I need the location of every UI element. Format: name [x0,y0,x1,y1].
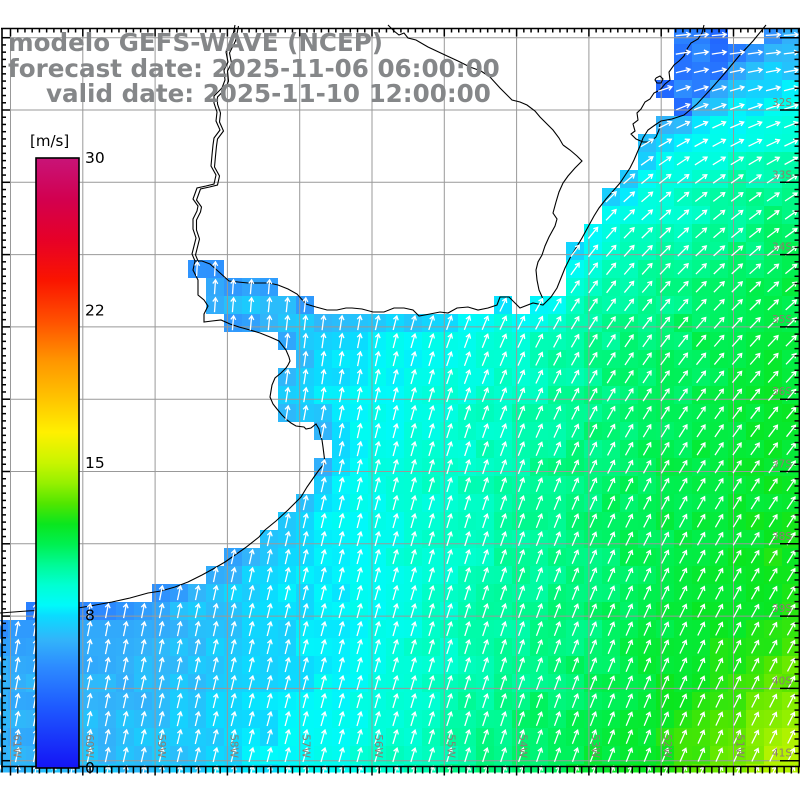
lon-label: 56W [372,734,384,758]
colorbar-unit: [m/s] [30,132,69,150]
colorbar-tick-label: 30 [85,149,105,167]
coastline-layer [0,24,767,614]
uruguay-river-west-bank [191,24,236,262]
graticule-grid [2,28,799,767]
lat-label: 41S [772,748,792,760]
lon-label: 54W [517,734,529,758]
colorbar-tick-label: 15 [85,454,105,472]
lon-label: 57W [300,734,312,758]
lat-label: 38S [772,531,792,543]
lon-label: 53W [589,734,601,758]
lon-label: 55W [444,734,456,758]
lon-label: 61W [11,734,23,758]
colorbar: 30 22 15 8 0 [m/s] [30,132,105,777]
country-border [387,24,564,146]
axis-ticks [2,28,800,776]
small-island [654,75,664,84]
colorbar-tick-label: 0 [85,759,95,777]
coastline [0,24,767,614]
lat-label: 32S [772,97,792,109]
lat-label: 33S [772,169,792,181]
lon-label: 51W [734,734,746,758]
lat-label: 34S [772,242,792,254]
lat-label: 35S [772,314,792,326]
lagoa-dos-patos-shore [630,24,705,143]
uruguay-river-east-bank [194,25,240,263]
graticule-labels: 32S 33S 34S 35S 36S 37S 38S 39S 40S 41S 61W 60W 59W 5… [11,97,793,760]
lat-label: 40S [772,675,792,687]
lagoa-mirim-shore [535,144,583,300]
colorbar-gradient [35,157,80,769]
lon-label: 52W [661,734,673,758]
colorbar-tick-label: 22 [85,302,105,320]
lat-label: 39S [772,603,792,615]
lon-label: 60W [83,734,95,758]
colorbar-tick-label: 8 [85,607,95,625]
wind-speed-field [0,29,800,773]
lat-label: 37S [772,459,792,471]
lon-label: 58W [227,734,239,758]
lat-label: 36S [772,386,792,398]
lon-label: 59W [155,734,167,758]
